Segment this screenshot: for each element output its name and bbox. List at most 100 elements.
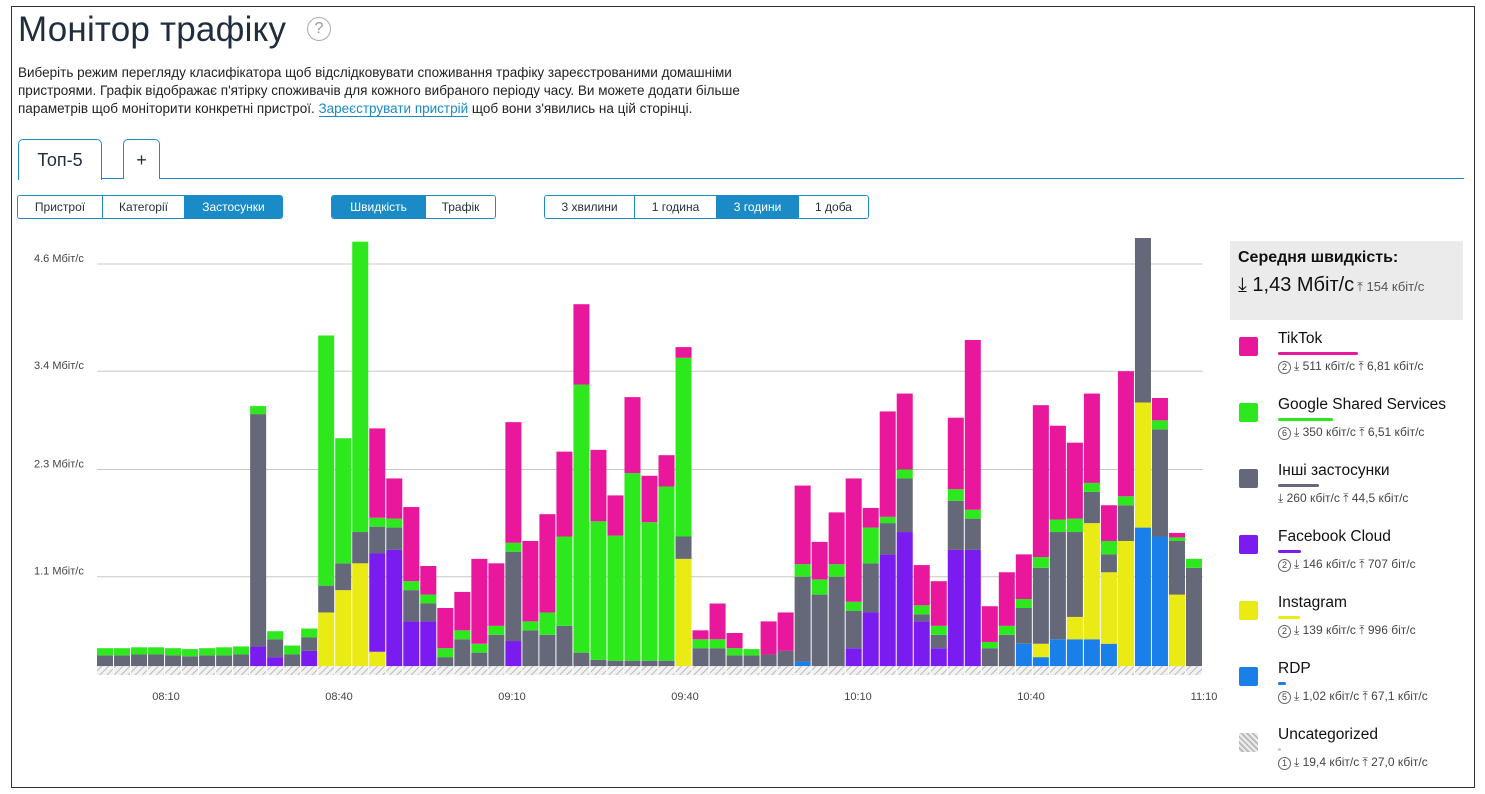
tab-add[interactable]: + [123, 139, 160, 179]
chart-bar[interactable] [760, 621, 777, 675]
chart-bar[interactable] [998, 572, 1015, 675]
chart-bar[interactable] [284, 645, 301, 675]
legend-item[interactable]: Instagram 2 ⤓ 139 кбіт/с ⤒ 996 біт/с [1230, 594, 1463, 654]
chart-bar[interactable] [1151, 398, 1168, 675]
chart-bar[interactable] [369, 428, 386, 675]
bar-segment-tiktok [692, 630, 709, 640]
chart-bar[interactable] [1083, 393, 1100, 675]
chart-bar[interactable] [947, 417, 964, 675]
chart-bar[interactable] [131, 647, 148, 675]
chart-bar[interactable] [692, 630, 709, 675]
chart-bar[interactable] [794, 485, 811, 675]
legend-item[interactable]: Інші застосунки ⤓ 260 кбіт/с ⤒ 44,5 кбіт/… [1230, 462, 1463, 522]
chart-bar[interactable] [471, 558, 488, 675]
chart-bar[interactable] [1168, 532, 1185, 675]
chart-bar[interactable] [335, 438, 352, 675]
chart-bar[interactable] [862, 507, 879, 675]
metric-speed-button[interactable]: Швидкість [332, 196, 426, 218]
chart-bar[interactable] [896, 393, 913, 675]
chart-bar[interactable] [420, 565, 437, 675]
mode-devices-button[interactable]: Пристрої [18, 196, 103, 218]
chart-bar[interactable] [522, 540, 539, 675]
chart-bar[interactable] [658, 455, 675, 675]
chart-bar[interactable] [964, 339, 981, 675]
chart-bar[interactable] [97, 648, 114, 675]
legend-panel: Середня швидкість: ⤓ 1,43 Мбіт/с ⤒ 154 кб… [1230, 241, 1463, 770]
chart-bar[interactable] [437, 607, 454, 675]
bar-segment-google-shared-services [505, 542, 522, 552]
help-icon[interactable]: ? [307, 17, 331, 41]
chart-bar[interactable] [1134, 238, 1151, 675]
mode-apps-button[interactable]: Застосунки [185, 196, 282, 218]
bar-segment-google-shared-services [182, 649, 199, 657]
chart-bar[interactable] [1066, 442, 1083, 675]
chart-bar[interactable] [1100, 505, 1117, 675]
legend-item[interactable]: TikTok 2 ⤓ 511 кбіт/с ⤒ 6,81 кбіт/с [1230, 330, 1463, 390]
chart-bar[interactable] [1049, 425, 1066, 675]
bar-segment-tiktok [777, 612, 794, 651]
chart-bar[interactable] [624, 397, 641, 675]
chart-bar[interactable] [981, 606, 998, 675]
chart-bar[interactable] [1117, 371, 1134, 675]
average-speed-box: Середня швидкість: ⤓ 1,43 Мбіт/с ⤒ 154 кб… [1230, 241, 1463, 320]
chart-bar[interactable] [250, 406, 267, 675]
chart-bar[interactable] [607, 495, 624, 675]
bar-segment-instagram [335, 590, 352, 667]
chart-bar[interactable] [726, 633, 743, 675]
register-device-link[interactable]: Зареєструвати пристрій [318, 101, 469, 117]
page-frame [11, 6, 1475, 788]
bar-segment-інші-застосунки [437, 657, 454, 667]
mode-categories-button[interactable]: Категорії [103, 196, 185, 218]
chart-bar[interactable] [828, 512, 845, 675]
chart-bar[interactable] [267, 631, 284, 675]
chart-bar[interactable] [539, 514, 556, 675]
period-3min-button[interactable]: 3 хвилини [545, 196, 635, 218]
chart-bar[interactable] [743, 649, 760, 675]
chart-bar[interactable] [488, 563, 505, 675]
chart-bar[interactable] [641, 475, 658, 675]
chart-bar[interactable] [1015, 554, 1032, 675]
metric-traffic-button[interactable]: Трафік [426, 196, 495, 218]
chart-bar[interactable] [1185, 558, 1202, 675]
chart-bar[interactable] [182, 649, 199, 675]
chart-bar[interactable] [930, 581, 947, 675]
chart-bar[interactable] [1032, 405, 1049, 675]
chart-bar[interactable] [590, 449, 607, 675]
chart-bar[interactable] [675, 347, 692, 675]
chart-bar[interactable] [352, 241, 369, 675]
bar-segment-інші-застосунки [811, 594, 828, 667]
chart-bar[interactable] [199, 648, 216, 675]
chart-bar[interactable] [913, 565, 930, 675]
legend-item[interactable]: Uncategorized 1 ⤓ 19,4 кбіт/с ⤒ 27,0 кбіт/… [1230, 726, 1463, 786]
period-3h-button[interactable]: 3 години [717, 196, 799, 218]
chart-bar[interactable] [216, 647, 233, 675]
chart-bar[interactable] [454, 591, 471, 675]
chart-bar[interactable] [301, 628, 318, 675]
chart-bar[interactable] [505, 422, 522, 675]
bar-segment-інші-застосунки [726, 655, 743, 667]
bar-segment-інші-застосунки [233, 654, 250, 667]
chart-bar[interactable] [573, 304, 590, 675]
legend-item[interactable]: Facebook Cloud 2 ⤓ 146 кбіт/с ⤒ 707 біт/с [1230, 528, 1463, 588]
chart-bar[interactable] [233, 646, 250, 675]
chart-bar[interactable] [709, 603, 726, 675]
chart-bar[interactable] [879, 411, 896, 675]
chart-bar[interactable] [318, 335, 335, 675]
chart-bar[interactable] [148, 647, 165, 675]
legend-item[interactable]: RDP 5 ⤓ 1,02 кбіт/с ⤒ 67,1 кбіт/с [1230, 660, 1463, 720]
period-1d-button[interactable]: 1 доба [799, 196, 868, 218]
chart-bar[interactable] [811, 541, 828, 675]
chart-bar[interactable] [114, 648, 131, 675]
legend-item[interactable]: Google Shared Services 6 ⤓ 350 кбіт/с ⤒ 6,… [1230, 396, 1463, 456]
tab-top5[interactable]: Топ-5 [18, 139, 102, 180]
bar-segment-інші-застосунки [862, 563, 879, 613]
x-tick-label: 08:10 [152, 691, 180, 703]
chart-bar[interactable] [845, 478, 862, 675]
bar-segment-інші-застосунки [1117, 505, 1134, 541]
period-1h-button[interactable]: 1 година [635, 196, 717, 218]
chart-bar[interactable] [556, 451, 573, 675]
chart-bar[interactable] [777, 612, 794, 675]
chart-bar[interactable] [165, 648, 182, 675]
chart-bar[interactable] [403, 507, 420, 675]
chart-bar[interactable] [386, 478, 403, 675]
